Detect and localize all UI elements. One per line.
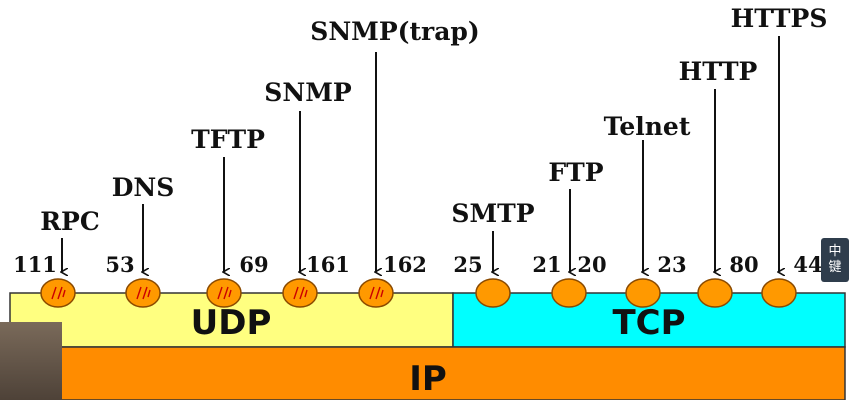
port-number-162: 162 — [383, 252, 427, 277]
port-number-44: 44 — [793, 252, 822, 277]
port-number-161: 161 — [306, 252, 350, 277]
port-circle-80 — [697, 278, 733, 308]
port-circle-44 — [761, 278, 797, 308]
port-number-53: 53 — [105, 252, 134, 277]
port-number-23: 23 — [657, 252, 686, 277]
ip-layer-bar — [9, 346, 846, 400]
corner-shade — [0, 322, 62, 400]
port-mark-69 — [217, 286, 232, 300]
port-circle-111 — [40, 278, 76, 308]
port-number-20: 20 — [577, 252, 606, 277]
port-circle-23 — [625, 278, 661, 308]
service-label-snmp: SNMP — [264, 78, 352, 107]
port-number-21: 21 — [532, 252, 561, 277]
ip-layer-label: IP — [409, 359, 447, 399]
port-circle-69 — [206, 278, 242, 308]
port-number-69: 69 — [239, 252, 268, 277]
port-mark-161 — [293, 286, 308, 300]
port-number-111: 111 — [13, 252, 57, 277]
service-label-tftp: TFTP — [191, 125, 265, 154]
udp-layer-label: UDP — [191, 303, 272, 343]
port-mark-111 — [51, 286, 66, 300]
service-label-https: HTTPS — [731, 4, 828, 33]
service-label-ftp: FTP — [548, 158, 603, 187]
port-circle-161 — [282, 278, 318, 308]
port-circle-25 — [475, 278, 511, 308]
port-circle-53 — [125, 278, 161, 308]
service-label-rpc: RPC — [40, 207, 99, 236]
service-label-dns: DNS — [112, 173, 175, 202]
service-label-snmp-trap: SNMP(trap) — [310, 17, 479, 46]
port-circle-21 — [551, 278, 587, 308]
ime-toolbar-widget[interactable]: 中 键 — [821, 238, 849, 282]
port-number-25: 25 — [453, 252, 482, 277]
service-label-telnet: Telnet — [604, 112, 691, 141]
tcp-layer-label: TCP — [612, 303, 685, 343]
service-label-smtp: SMTP — [451, 199, 534, 228]
ime-mode-label: 中 — [828, 244, 842, 259]
port-circle-162 — [358, 278, 394, 308]
port-mark-53 — [136, 286, 151, 300]
port-number-80: 80 — [729, 252, 758, 277]
port-mark-162 — [369, 286, 384, 300]
ime-key-label: 键 — [828, 260, 842, 275]
service-label-http: HTTP — [679, 57, 758, 86]
